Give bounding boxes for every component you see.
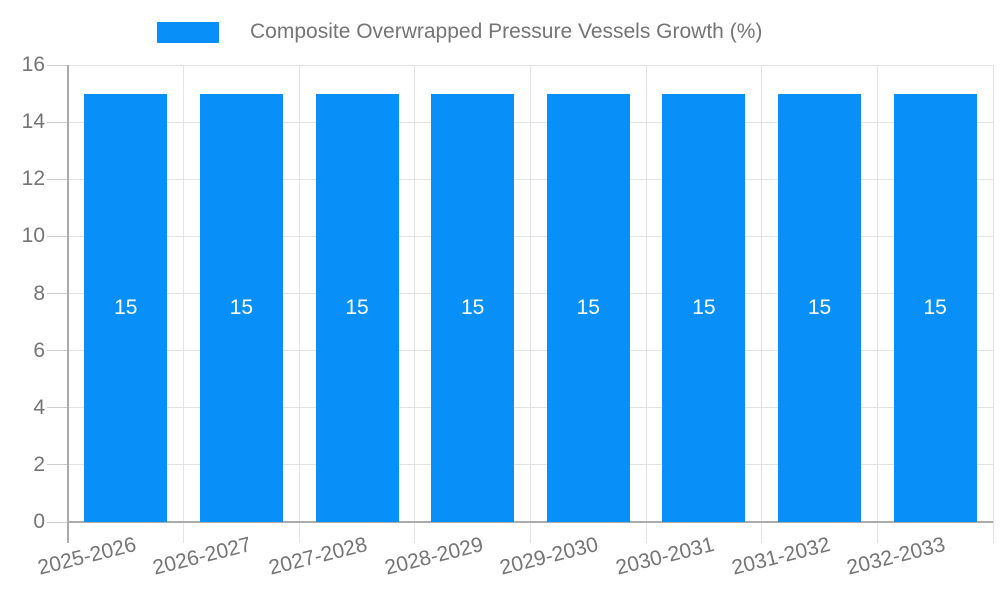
legend-swatch-icon: [157, 21, 219, 43]
x-gridline: [298, 65, 300, 543]
x-gridline: [183, 65, 185, 543]
y-tick-mark: [47, 121, 68, 123]
x-axis-line: [68, 521, 993, 523]
bar[interactable]: [199, 93, 283, 522]
y-tick-mark: [47, 464, 68, 466]
y-tick-label: 8: [33, 281, 45, 305]
bar[interactable]: [662, 93, 746, 522]
bar-value-label: 15: [229, 295, 254, 319]
y-tick-label: 14: [21, 110, 45, 134]
x-gridline: [414, 65, 416, 543]
bar[interactable]: [893, 93, 977, 522]
bar-value-label: 15: [461, 295, 485, 319]
bar[interactable]: [315, 93, 399, 522]
y-tick-label: 0: [33, 510, 45, 533]
legend: Composite Overwrapped Pressure Vessels G…: [157, 20, 762, 44]
bar[interactable]: [546, 93, 630, 522]
bar[interactable]: [431, 93, 515, 522]
x-gridline: [876, 65, 878, 543]
bar-value-label: 15: [114, 295, 138, 319]
bar-value-label: 15: [345, 295, 369, 319]
x-gridline: [530, 65, 531, 543]
y-tick-mark: [47, 64, 68, 66]
y-tick-mark: [47, 350, 68, 352]
y-tick-label: 4: [33, 395, 45, 419]
legend-label: Composite Overwrapped Pressure Vessels G…: [250, 20, 763, 43]
y-axis-line: [67, 65, 69, 543]
y-tick-label: 6: [33, 338, 45, 362]
y-tick-label: 2: [33, 452, 45, 476]
bar-value-label: 15: [923, 295, 947, 319]
x-gridline: [761, 65, 763, 543]
x-gridline: [992, 65, 994, 543]
y-tick-label: 10: [21, 224, 45, 248]
y-tick-mark: [47, 235, 68, 237]
bar[interactable]: [778, 93, 862, 522]
y-tick-mark: [47, 178, 68, 180]
bar-value-label: 15: [576, 295, 600, 319]
x-gridline: [645, 65, 647, 543]
y-tick-label: 16: [21, 53, 45, 76]
y-tick-label: 12: [21, 167, 45, 191]
y-tick-mark: [47, 293, 68, 294]
bar-value-label: 15: [807, 295, 832, 319]
y-tick-mark: [47, 521, 68, 523]
bar[interactable]: [84, 93, 168, 522]
y-tick-mark: [47, 407, 68, 409]
bar-value-label: 15: [692, 295, 716, 319]
